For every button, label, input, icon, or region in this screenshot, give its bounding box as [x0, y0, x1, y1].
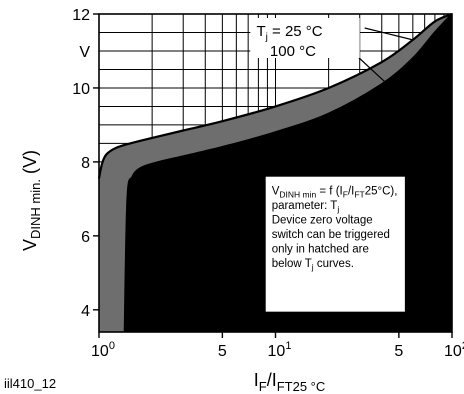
annotation-v-sub: DINH min [279, 190, 316, 200]
series-label-tj-25c-rest: = 25 °C [268, 23, 323, 40]
x-tick-label-base: 10 [91, 343, 109, 360]
annotation-ift-sub: FT [354, 190, 364, 200]
x-axis-title-sub2: FT25 °C [277, 379, 326, 394]
annotation-eq: = f (I [316, 186, 343, 198]
series-label-tj-25c-t: T [256, 23, 265, 40]
annotation-below: below T [272, 258, 312, 270]
y-tick-label: 10 [72, 81, 90, 98]
x-tick-label-exponent: 0 [109, 340, 115, 352]
x-tick-label-base: 10 [444, 343, 462, 360]
series-label-100c: 100 °C [270, 43, 316, 60]
x-tick-label: 5 [394, 343, 403, 360]
x-axis-title-mid: /I [267, 370, 277, 390]
annotation-if-sub: F [343, 190, 348, 200]
tick-labels: 4681012V10051015102 [72, 7, 464, 360]
series-label-tj-25c: Tj = 25 °C [256, 23, 322, 43]
x-tick-label: 101 [268, 340, 292, 360]
annotation-parameter-sub: j [336, 204, 339, 214]
y-unit-label: V [79, 44, 90, 61]
y-axis-title-main: V [20, 239, 40, 251]
y-tick-label: 6 [81, 229, 90, 246]
y-tick-label: 12 [72, 7, 90, 24]
y-axis-title-unit: (V) [20, 150, 40, 179]
x-axis-title-main: I [254, 370, 259, 390]
annotation-line-6: below Tj curves. [272, 258, 354, 272]
annotation-line-4: switch can be triggered [272, 229, 390, 241]
annotation-parameter: parameter: T [272, 200, 338, 212]
figure-id: iil410_12 [4, 376, 56, 391]
series-curve-100c [123, 13, 453, 333]
annotation-line-2: parameter: Tj [272, 200, 340, 214]
y-tick-label: 4 [81, 303, 90, 320]
x-tick-label-exponent: 1 [285, 340, 291, 352]
x-tick-label: 102 [444, 340, 464, 360]
x-tick-label-exponent: 2 [462, 340, 464, 352]
x-tick-label-base: 10 [268, 343, 286, 360]
annotation-box [265, 176, 405, 312]
annotation-v: V [272, 186, 280, 198]
axis-ticks [93, 13, 453, 338]
x-tick-label: 5 [218, 343, 227, 360]
annotation-slash: /I [348, 186, 354, 198]
y-axis-title-sub: DINH min. [28, 179, 43, 239]
annotation-line-5: only in hatched are [272, 244, 369, 256]
series-label-tj-25c-sub: j [265, 32, 268, 43]
y-axis-title: VDINH min. (V) [20, 150, 43, 251]
x-tick-label: 100 [91, 340, 115, 360]
annotation-line6-end: curves. [314, 258, 354, 270]
y-tick-label: 8 [81, 155, 90, 172]
annotation-line-1: VDINH min = f (IF/IFT25°C), [272, 186, 398, 200]
x-axis-title: IF/IFT25 °C [254, 370, 326, 394]
annotation-line1-end: 25°C), [365, 186, 398, 198]
series-label-leader-25c [364, 27, 413, 41]
series-curve-tj-25c [97, 12, 453, 179]
series-labels-background [250, 18, 360, 58]
annotation-line-3: Device zero voltage [272, 215, 373, 227]
x-axis-title-sub1: F [259, 379, 267, 394]
annotation-below-sub: j [311, 262, 314, 272]
